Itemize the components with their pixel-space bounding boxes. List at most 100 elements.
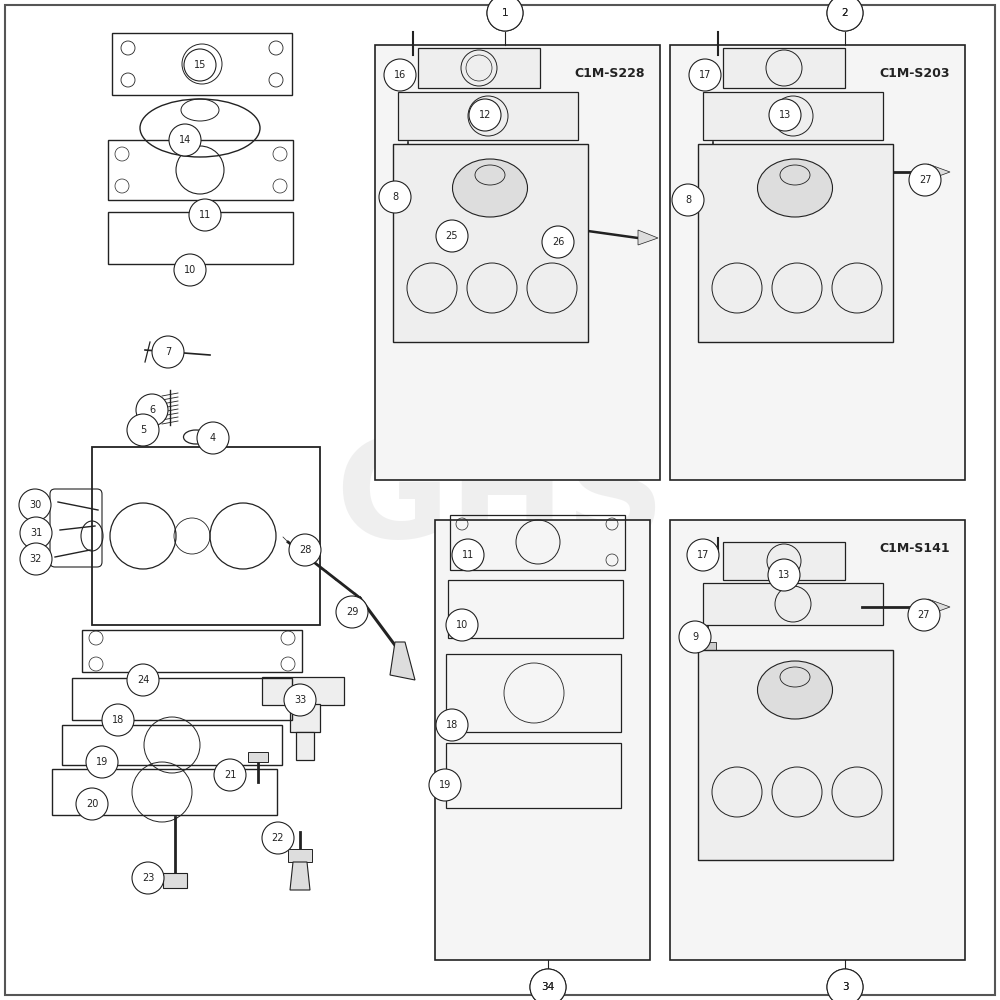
Circle shape <box>174 254 206 286</box>
Circle shape <box>379 181 411 213</box>
Circle shape <box>169 124 201 156</box>
Bar <box>290 704 320 732</box>
Circle shape <box>909 164 941 196</box>
Bar <box>698 144 893 342</box>
Circle shape <box>86 746 118 778</box>
Bar <box>262 677 344 705</box>
Circle shape <box>469 99 501 131</box>
Bar <box>446 654 621 732</box>
Circle shape <box>197 422 229 454</box>
Text: 1: 1 <box>502 8 508 18</box>
Bar <box>108 140 293 200</box>
Circle shape <box>908 599 940 631</box>
Circle shape <box>152 336 184 368</box>
Text: 19: 19 <box>96 757 108 767</box>
Bar <box>448 580 623 638</box>
Bar <box>703 583 883 625</box>
Circle shape <box>429 769 461 801</box>
Text: 13: 13 <box>779 110 791 120</box>
Text: 13: 13 <box>778 570 790 580</box>
Bar <box>698 650 893 860</box>
Text: 23: 23 <box>142 873 154 883</box>
Circle shape <box>20 517 52 549</box>
Circle shape <box>827 0 863 31</box>
Text: 33: 33 <box>294 695 306 705</box>
Circle shape <box>436 709 468 741</box>
Text: 20: 20 <box>86 799 98 809</box>
Text: 27: 27 <box>919 175 931 185</box>
Bar <box>398 92 578 140</box>
Bar <box>375 45 660 480</box>
Text: 8: 8 <box>392 192 398 202</box>
Bar <box>72 678 292 720</box>
Text: 34: 34 <box>541 982 555 992</box>
Circle shape <box>487 0 523 31</box>
Text: 12: 12 <box>479 110 491 120</box>
Bar <box>700 642 716 650</box>
Bar <box>52 769 277 815</box>
Text: C1M-S228: C1M-S228 <box>574 67 645 80</box>
Text: 8: 8 <box>685 195 691 205</box>
Circle shape <box>827 969 863 1000</box>
Circle shape <box>289 534 321 566</box>
Circle shape <box>136 394 168 426</box>
Bar <box>418 48 540 88</box>
Circle shape <box>827 0 863 31</box>
Bar <box>400 157 416 165</box>
Bar <box>92 447 320 625</box>
Text: 19: 19 <box>439 780 451 790</box>
Circle shape <box>689 59 721 91</box>
Circle shape <box>20 543 52 575</box>
Bar <box>112 33 292 95</box>
Text: C1M-S203: C1M-S203 <box>880 67 950 80</box>
Text: 31: 31 <box>30 528 42 538</box>
Polygon shape <box>928 599 950 615</box>
Circle shape <box>132 862 164 894</box>
Bar <box>510 182 538 220</box>
Circle shape <box>687 539 719 571</box>
Text: 14: 14 <box>179 135 191 145</box>
Text: 18: 18 <box>112 715 124 725</box>
Bar <box>82 630 302 672</box>
Bar <box>446 743 621 808</box>
Bar <box>108 212 293 264</box>
Bar <box>723 48 845 88</box>
Bar <box>670 45 965 480</box>
Text: 28: 28 <box>299 545 311 555</box>
Text: 10: 10 <box>184 265 196 275</box>
Circle shape <box>768 559 800 591</box>
Circle shape <box>769 99 801 131</box>
Text: 4: 4 <box>210 433 216 443</box>
Text: 26: 26 <box>552 237 564 247</box>
Text: 7: 7 <box>165 347 171 357</box>
Circle shape <box>189 199 221 231</box>
Circle shape <box>19 489 51 521</box>
Bar <box>248 752 268 762</box>
Text: 3: 3 <box>842 982 848 992</box>
Text: 21: 21 <box>224 770 236 780</box>
Circle shape <box>530 969 566 1000</box>
Circle shape <box>336 596 368 628</box>
Bar <box>435 520 650 960</box>
Text: 6: 6 <box>149 405 155 415</box>
Circle shape <box>127 664 159 696</box>
Bar <box>393 144 588 342</box>
Circle shape <box>127 414 159 446</box>
Circle shape <box>214 759 246 791</box>
Bar <box>163 873 187 888</box>
Bar <box>705 157 721 165</box>
Text: 11: 11 <box>199 210 211 220</box>
Text: 34: 34 <box>541 982 555 992</box>
Circle shape <box>384 59 416 91</box>
Polygon shape <box>638 230 658 245</box>
Circle shape <box>679 621 711 653</box>
Polygon shape <box>290 862 310 890</box>
Text: 29: 29 <box>346 607 358 617</box>
Circle shape <box>262 822 294 854</box>
Bar <box>703 92 883 140</box>
Text: 9: 9 <box>692 632 698 642</box>
Circle shape <box>542 226 574 258</box>
Text: 17: 17 <box>699 70 711 80</box>
Text: 1: 1 <box>502 8 508 18</box>
Text: 22: 22 <box>272 833 284 843</box>
